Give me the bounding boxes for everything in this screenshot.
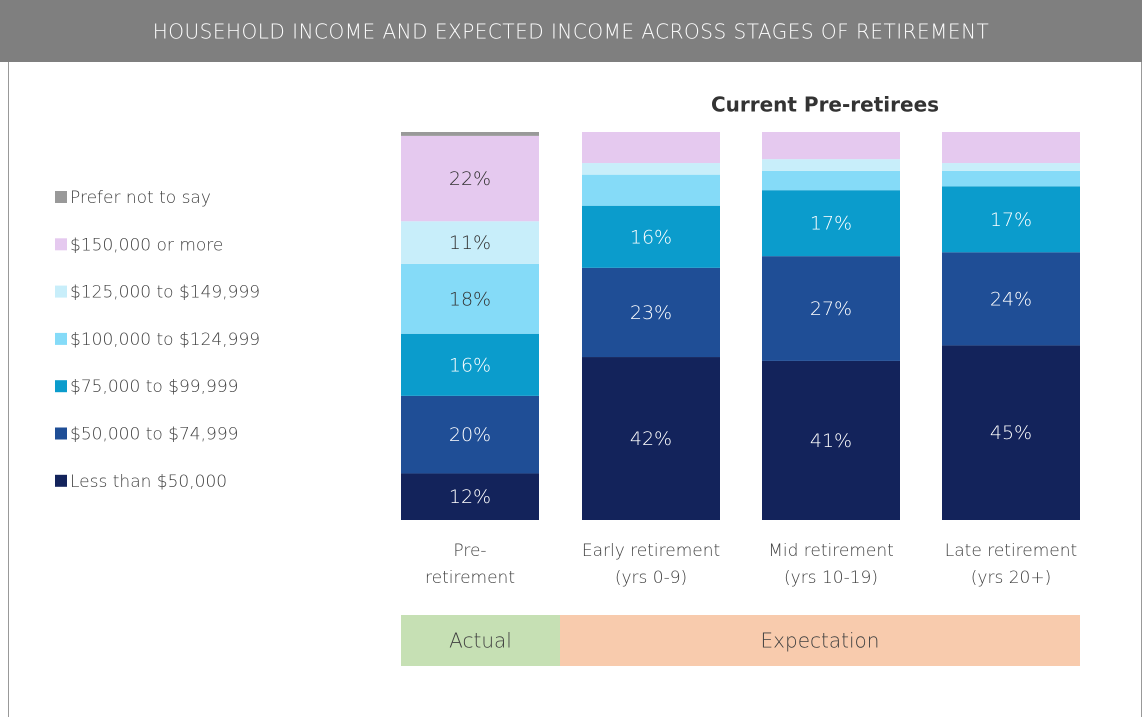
data-label: 12%	[449, 486, 491, 508]
bar-segment	[582, 163, 720, 175]
bar-segment	[762, 360, 900, 520]
x-tick-label: Late retirement	[945, 541, 1077, 561]
group-label: Actual	[449, 629, 512, 653]
bar-segment	[401, 333, 539, 396]
bar-segment	[401, 132, 539, 136]
legend-swatch	[55, 427, 67, 440]
bar-segment	[762, 256, 900, 361]
bar-segment	[942, 132, 1080, 164]
header-bar	[0, 0, 1142, 62]
x-tick-label: retirement	[425, 568, 515, 588]
data-label: 27%	[810, 298, 852, 320]
x-tick-label: (yrs 20+)	[971, 568, 1051, 588]
x-tick-label: (yrs 0-9)	[615, 568, 687, 588]
bar-segment	[942, 186, 1080, 253]
bar-segment	[401, 395, 539, 474]
legend-label: $100,000 to $124,999	[70, 330, 260, 350]
bar-segment	[582, 267, 720, 358]
data-label: 20%	[449, 424, 491, 446]
group-band	[401, 615, 560, 666]
data-label: 17%	[990, 209, 1032, 231]
x-tick-label: (yrs 10-19)	[784, 568, 878, 588]
x-tick-label: Pre-	[453, 541, 486, 561]
bar-segment	[401, 221, 539, 264]
data-label: 11%	[449, 232, 491, 254]
legend-label: Prefer not to say	[70, 188, 211, 208]
bar-segment	[762, 190, 900, 257]
bar-segment	[401, 263, 539, 334]
bar-segment	[582, 357, 720, 520]
bar-segment	[762, 159, 900, 171]
data-label: 45%	[990, 422, 1032, 444]
bar-segment	[582, 205, 720, 268]
legend-label: $150,000 or more	[70, 235, 223, 255]
legend-swatch	[55, 191, 67, 203]
chart-title: Current Pre-retirees	[711, 93, 939, 117]
legend-label: $75,000 to $99,999	[70, 377, 238, 397]
bar-segment	[762, 132, 900, 160]
legend-label: $125,000 to $149,999	[70, 283, 260, 303]
group-label: Expectation	[761, 629, 880, 653]
bar-segment	[942, 252, 1080, 346]
legend-swatch	[55, 380, 67, 393]
data-label: 22%	[449, 168, 491, 190]
bar-segment	[582, 174, 720, 206]
bar-segment	[582, 132, 720, 164]
legend-swatch	[55, 332, 67, 345]
x-tick-label: Early retirement	[582, 541, 720, 561]
bar-segment	[401, 473, 539, 520]
bar-segment	[942, 163, 1080, 171]
bar-segment	[762, 170, 900, 191]
legend-swatch	[55, 238, 67, 251]
group-band	[560, 615, 1080, 666]
bar-segment	[401, 135, 539, 222]
bar-segment	[942, 345, 1080, 520]
data-label: 23%	[630, 302, 672, 324]
data-label: 16%	[449, 354, 491, 376]
bar-segment	[942, 170, 1080, 187]
legend-swatch	[55, 474, 67, 487]
data-label: 24%	[990, 288, 1032, 310]
data-label: 42%	[630, 428, 672, 450]
x-tick-label: Mid retirement	[768, 541, 894, 561]
header-title: HOUSEHOLD INCOME AND EXPECTED INCOME ACR…	[153, 20, 990, 44]
legend-label: $50,000 to $74,999	[70, 425, 238, 445]
legend-swatch	[55, 285, 67, 298]
data-label: 17%	[810, 213, 852, 235]
data-label: 18%	[449, 288, 491, 310]
legend-label: Less than $50,000	[70, 472, 227, 492]
data-label: 16%	[630, 226, 672, 248]
data-label: 41%	[810, 430, 852, 452]
